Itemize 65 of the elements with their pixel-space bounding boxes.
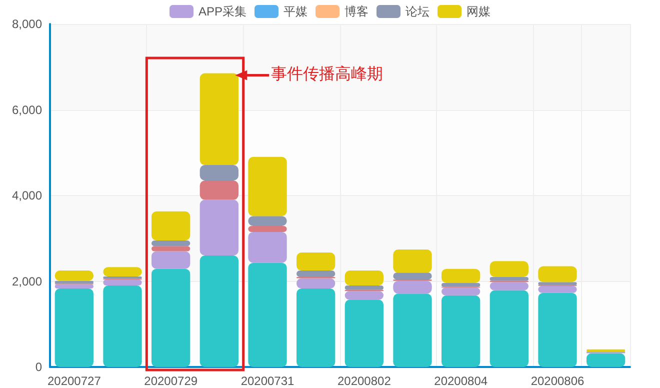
bar [344, 300, 384, 367]
bar [344, 286, 384, 290]
bar [200, 165, 238, 180]
bar [152, 240, 190, 246]
bar [296, 278, 336, 289]
x-tick-label: 20200802 [337, 374, 392, 388]
bar [248, 156, 287, 216]
bar [152, 268, 190, 367]
y-tick-label: 4,000 [12, 188, 42, 202]
bar [248, 262, 287, 367]
annotation: 事件传播高峰期 [271, 64, 384, 86]
bar [248, 216, 287, 226]
bar [344, 291, 384, 300]
bar [200, 256, 238, 367]
bar [442, 268, 480, 283]
legend-label: APP采集 [198, 4, 247, 18]
bar [200, 180, 238, 200]
bar [296, 288, 336, 367]
y-tick-label: 6,000 [12, 102, 42, 117]
bar [442, 295, 480, 367]
bar [248, 232, 287, 263]
bar [538, 286, 577, 293]
bar [152, 251, 190, 269]
bar [442, 282, 480, 287]
bar [393, 272, 432, 280]
legend-label: 平媒 [284, 4, 308, 18]
bar [393, 280, 432, 294]
x-tick-label: 20200727 [47, 374, 102, 388]
x-tick-label: 20200804 [434, 374, 488, 388]
bar [103, 267, 142, 277]
x-tick-label: 20200806 [530, 374, 585, 388]
bar [152, 211, 190, 241]
bar [152, 246, 190, 252]
bar [103, 286, 142, 367]
legend-label: 网媒 [466, 4, 491, 18]
legend-label: 博客 [344, 4, 369, 18]
y-tick-label: 8,000 [12, 17, 42, 31]
bar [393, 250, 432, 273]
bar [200, 200, 238, 256]
bar [200, 73, 238, 166]
bar [538, 292, 577, 367]
y-tick-label: 2,000 [12, 274, 42, 288]
bar [586, 353, 626, 367]
bar [103, 280, 142, 286]
bar [490, 290, 528, 367]
bar [344, 270, 384, 286]
bar [586, 349, 626, 352]
bar [54, 284, 94, 289]
x-tick-label: 20200731 [240, 374, 295, 388]
bar [54, 280, 94, 284]
bar [296, 252, 336, 271]
bar [490, 276, 528, 281]
bar [442, 288, 480, 296]
bar [490, 261, 528, 277]
bar [538, 266, 577, 282]
bar [54, 288, 94, 367]
bar [248, 226, 287, 232]
x-tick-label: 20200729 [144, 374, 198, 388]
bar [54, 270, 94, 281]
y-tick-label: 0 [35, 360, 42, 374]
bar [538, 282, 577, 286]
bar [490, 282, 528, 290]
bar [296, 270, 336, 277]
legend-label: 论坛 [406, 4, 430, 18]
bar [393, 294, 432, 367]
